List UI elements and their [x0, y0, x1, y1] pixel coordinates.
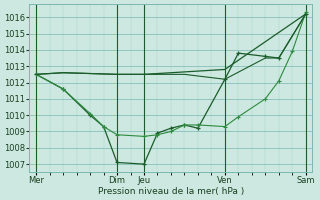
X-axis label: Pression niveau de la mer( hPa ): Pression niveau de la mer( hPa ) — [98, 187, 244, 196]
